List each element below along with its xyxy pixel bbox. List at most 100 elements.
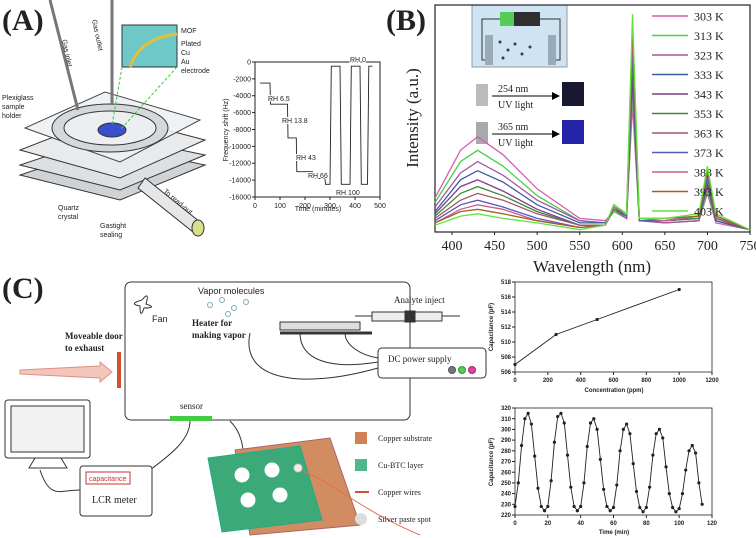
inset-image-part: [476, 122, 488, 144]
annotation: RH 43: [296, 155, 316, 162]
data-point: [552, 440, 557, 444]
data-point: [664, 465, 668, 469]
y-tick-label: 250: [501, 481, 512, 487]
data-point: [697, 481, 701, 485]
data-point: [526, 411, 530, 415]
y-tick-label: 300: [501, 428, 512, 434]
vapor-chamber-part: [243, 299, 249, 305]
annotation: RH 100: [336, 190, 360, 197]
legend-label: 313 K: [694, 29, 724, 43]
x-axis-label: Wavelength (nm): [533, 257, 651, 276]
y-axis-label: Frequency shift (Hz): [223, 98, 230, 161]
inset-image-part: [562, 120, 584, 144]
x-tick-label: 200: [543, 378, 554, 384]
x-tick-label: 80: [643, 521, 650, 527]
data-point: [674, 510, 678, 514]
data-point: [539, 504, 543, 509]
label: Gas inlet: [60, 39, 73, 68]
data-point: [671, 505, 675, 510]
data-point: [533, 454, 537, 458]
data-point: [595, 427, 599, 431]
panel-label: (C): [2, 272, 44, 305]
vapor-chamber-part: [39, 469, 81, 493]
inset-image-part: [476, 84, 488, 106]
data-point: [631, 462, 635, 466]
vapor-chamber-part: [234, 462, 288, 508]
data-point: [618, 449, 622, 453]
inset-label: 254 nm: [498, 84, 529, 95]
vapor-chamber-part: [10, 405, 85, 453]
data-point: [680, 492, 685, 496]
qcm-schematic: [18, 0, 207, 237]
x-tick-label: 600: [608, 378, 619, 384]
inset-image-part: [520, 52, 524, 56]
x-tick-label: 20: [544, 521, 551, 527]
x-tick-label: 0: [513, 378, 517, 384]
legend-label: 363 K: [694, 127, 724, 141]
qcm-schematic-part: [119, 66, 178, 131]
legend-label: 343 K: [694, 88, 724, 102]
y-tick-label: 260: [501, 470, 512, 476]
x-tick-label: 650: [654, 239, 675, 254]
label: Moveable door: [65, 331, 123, 341]
annotation: RH 13.8: [282, 118, 308, 125]
y-tick-label: 512: [501, 325, 512, 331]
y-tick-label: 220: [501, 513, 512, 519]
vapor-chamber-part-part: [264, 462, 280, 478]
data-point: [585, 444, 589, 449]
legend-label: 333 K: [694, 68, 724, 82]
vapor-chamber-part: [219, 297, 225, 303]
y-tick-label: -10000: [229, 144, 251, 151]
inset-label: UV light: [498, 138, 533, 149]
data-point: [654, 432, 658, 436]
label: Analyte inject: [394, 295, 445, 305]
label: sealing: [100, 232, 122, 239]
y-tick-label: -16000: [229, 194, 251, 201]
y-tick-label: 290: [501, 438, 512, 444]
x-axis-label: Time (minutes): [295, 206, 341, 213]
inset-image-part: [500, 12, 514, 26]
data-point: [651, 453, 655, 457]
legend-label: 353 K: [694, 107, 724, 121]
data-point: [628, 432, 632, 436]
vapor-chamber-part: [225, 311, 231, 317]
vapor-chamber-part: [299, 469, 421, 536]
data-point: [569, 485, 573, 489]
data-point: [684, 468, 688, 472]
vapor-chamber-part: [248, 332, 379, 380]
y-tick-label: 0: [247, 59, 251, 66]
y-tick-label: 516: [501, 295, 512, 301]
x-tick-label: 600: [612, 239, 633, 254]
inset-image-part: [562, 82, 584, 106]
y-axis-label: Capacitance (pF): [489, 438, 495, 486]
y-tick-label: 240: [501, 492, 512, 498]
data-point: [516, 481, 520, 485]
label: Gas outlet: [90, 19, 103, 52]
inset-image-part: [513, 42, 517, 46]
data-point: [700, 502, 704, 506]
y-axis-label: Intensity (a.u.): [403, 68, 422, 168]
legend-label: Copper wires: [378, 488, 421, 497]
data-point: [542, 509, 547, 513]
label: making vapor: [192, 330, 246, 340]
y-tick-label: 510: [501, 340, 512, 346]
label: MOF: [181, 28, 197, 35]
qcm-schematic-part: [137, 177, 201, 233]
vapor-chamber-part: [117, 352, 121, 388]
data-point: [546, 504, 550, 509]
inset-image-part: [548, 35, 556, 65]
x-tick-label: 800: [641, 378, 652, 384]
vapor-chamber-part: [231, 305, 237, 311]
vapor-chamber-part: [355, 432, 367, 444]
vapor-chamber-part: [170, 416, 212, 421]
data-point: [657, 427, 662, 431]
legend-label: 393 K: [694, 185, 724, 199]
data-point: [536, 486, 540, 490]
plot-frame: [434, 4, 751, 233]
x-axis-label: Time (min): [599, 530, 629, 536]
x-tick-label: 100: [274, 203, 286, 210]
data-point: [595, 317, 599, 322]
data-point: [562, 421, 566, 425]
data-point: [575, 509, 579, 513]
vapor-chamber-part: [355, 513, 367, 525]
